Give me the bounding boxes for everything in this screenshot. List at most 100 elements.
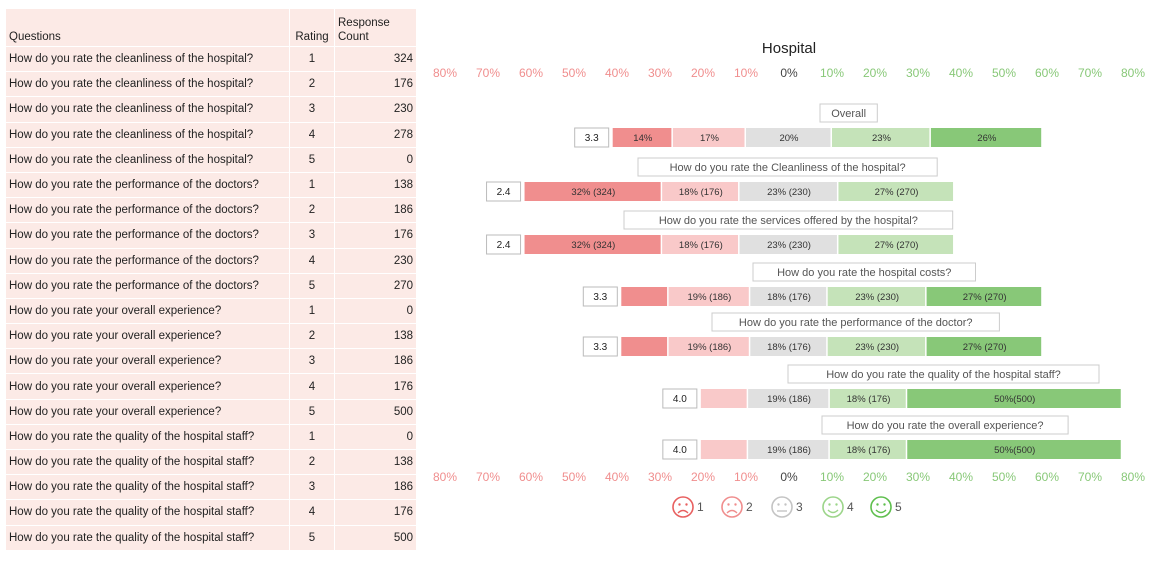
table-row: How do you rate your overall experience?…: [6, 348, 417, 375]
bottom-axis-tick-label: 40%: [605, 470, 629, 484]
bar-segment-label: 18% (176): [679, 240, 723, 251]
bar-segment: [672, 128, 745, 147]
rating-cell: 4: [289, 248, 335, 274]
top-axis-tick-label: 40%: [605, 66, 629, 80]
rating-cell: 2: [289, 71, 335, 98]
table-row: How do you rate your overall experience?…: [6, 373, 417, 400]
question-cell: How do you rate the cleanliness of the h…: [6, 71, 290, 98]
table-row: How do you rate the cleanliness of the h…: [6, 96, 417, 123]
rating-cell: 4: [289, 122, 335, 148]
table-body: How do you rate the cleanliness of the h…: [6, 46, 417, 551]
bar-segment-label: 23% (230): [855, 292, 899, 303]
top-axis-tick-label: 70%: [476, 66, 500, 80]
legend-label: 5: [895, 500, 902, 514]
count-cell: 324: [334, 46, 417, 73]
top-axis-tick-label: 50%: [992, 66, 1016, 80]
top-axis-tick-label: 80%: [1121, 66, 1145, 80]
rating-cell: 3: [289, 222, 335, 249]
score-value: 3.3: [585, 133, 599, 144]
legend-face-icon-2: [721, 496, 743, 518]
response-table: Questions Rating Response Count How do y…: [6, 9, 417, 551]
bar-segment: [524, 235, 661, 254]
score-box: [486, 181, 522, 202]
bottom-axis-tick-label: 50%: [992, 470, 1016, 484]
rating-cell: 4: [289, 373, 335, 400]
legend-eye-icon: [835, 503, 838, 506]
rating-cell: 3: [289, 474, 335, 501]
bar-segment: [930, 128, 1042, 147]
question-label: How do you rate the Cleanliness of the h…: [670, 162, 906, 174]
question-cell: How do you rate your overall experience?: [6, 399, 290, 425]
table-row: How do you rate the quality of the hospi…: [6, 474, 417, 501]
bar-segment-label: 14%: [633, 133, 653, 144]
bar-segment-label: 18% (176): [767, 342, 811, 353]
question-cell: How do you rate your overall experience?: [6, 323, 290, 350]
question-cell: How do you rate the cleanliness of the h…: [6, 147, 290, 173]
top-axis-tick-label: 70%: [1078, 66, 1102, 80]
bar-segment: [612, 128, 672, 147]
question-cell: How do you rate the performance of the d…: [6, 222, 290, 249]
bar-segment: [621, 337, 668, 356]
legend-label: 2: [746, 500, 753, 514]
question-cell: How do you rate the performance of the d…: [6, 172, 290, 199]
rating-cell: 4: [289, 499, 335, 526]
table-row: How do you rate the quality of the hospi…: [6, 424, 417, 451]
count-cell: 176: [334, 499, 417, 526]
rating-cell: 2: [289, 197, 335, 224]
count-cell: 138: [334, 323, 417, 350]
bar-segment-label: 20%: [779, 133, 799, 144]
score-box: [574, 127, 610, 148]
bar-segment: [748, 389, 829, 408]
bottom-axis-tick-label: 70%: [1078, 470, 1102, 484]
question-cell: How do you rate the quality of the hospi…: [6, 424, 290, 451]
legend-eye-icon: [828, 503, 831, 506]
question-cell: How do you rate the performance of the d…: [6, 273, 290, 299]
bar-segment-label: 18% (176): [847, 445, 891, 456]
question-cell: How do you rate the quality of the hospi…: [6, 449, 290, 476]
rating-cell: 1: [289, 172, 335, 199]
score-value: 3.3: [593, 342, 607, 353]
rating-cell: 2: [289, 323, 335, 350]
legend-label: 3: [796, 500, 803, 514]
score-value: 2.4: [497, 240, 511, 251]
score-box: [582, 336, 618, 357]
bar-segment-label: 17%: [700, 133, 720, 144]
rating-cell: 5: [289, 525, 335, 551]
bottom-axis-tick-label: 70%: [476, 470, 500, 484]
bar-segment: [739, 235, 837, 254]
bar-segment-label: 23% (230): [767, 187, 811, 198]
top-axis-tick-label: 10%: [734, 66, 758, 80]
table-row: How do you rate the quality of the hospi…: [6, 499, 417, 526]
question-cell: How do you rate the quality of the hospi…: [6, 474, 290, 501]
question-cell: How do you rate the performance of the d…: [6, 248, 290, 274]
bar-segment: [662, 235, 739, 254]
top-axis-tick-label: 50%: [562, 66, 586, 80]
bar-segment-label: 19% (186): [688, 342, 732, 353]
bar-segment-label: 19% (186): [767, 445, 811, 456]
bottom-axis-tick-label: 20%: [691, 470, 715, 484]
bottom-axis-tick-label: 10%: [734, 470, 758, 484]
bar-segment: [524, 182, 661, 201]
question-label-box: [637, 157, 938, 177]
bar-segment-label: 18% (176): [847, 394, 891, 405]
score-box: [582, 286, 618, 307]
chart-title: Hospital: [762, 40, 816, 57]
bottom-axis-tick-label: 80%: [1121, 470, 1145, 484]
question-cell: How do you rate the cleanliness of the h…: [6, 46, 290, 73]
bar-segment-label: 32% (324): [571, 240, 615, 251]
table-header-row: Questions Rating Response Count: [6, 9, 417, 47]
legend-mouth-icon: [677, 509, 689, 514]
bar-segment-label: 50%(500): [994, 394, 1035, 405]
score-box: [486, 234, 522, 255]
bar-segment-label: 27% (270): [875, 240, 919, 251]
bar-segment: [907, 389, 1121, 408]
legend-face-icon-5: [870, 496, 892, 518]
top-axis-tick-label: 60%: [1035, 66, 1059, 80]
bar-segment-label: 26%: [977, 133, 997, 144]
table-row: How do you rate the quality of the hospi…: [6, 449, 417, 476]
legend-eye-icon: [685, 503, 688, 506]
rating-cell: 3: [289, 348, 335, 375]
bottom-axis-tick-label: 30%: [906, 470, 930, 484]
table-row: How do you rate the cleanliness of the h…: [6, 147, 417, 173]
rating-cell: 2: [289, 449, 335, 476]
